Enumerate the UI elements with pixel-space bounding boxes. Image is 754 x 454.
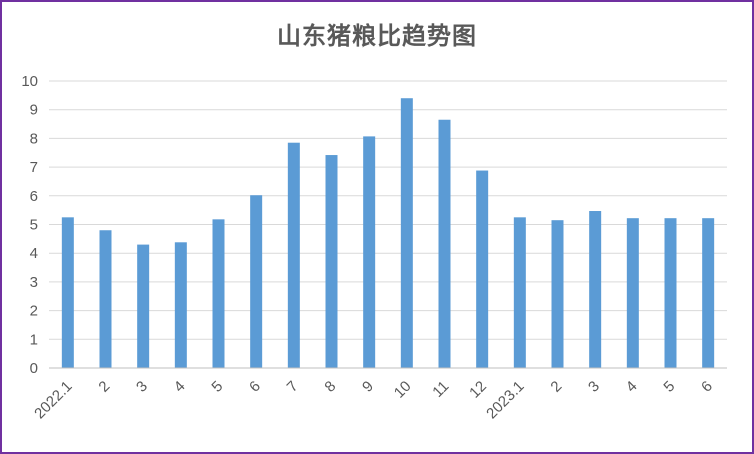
- y-tick-label: 2: [30, 303, 38, 320]
- x-tick-label: 5: [660, 378, 678, 396]
- x-tick-label: 3: [133, 378, 151, 396]
- x-tick-label: 10: [391, 378, 415, 402]
- bar: [137, 244, 150, 368]
- x-tick-label: 8: [321, 378, 339, 396]
- bar: [438, 119, 451, 369]
- chart-title: 山东猪粮比趋势图: [277, 22, 477, 50]
- y-tick-label: 0: [30, 360, 38, 377]
- bar: [325, 155, 338, 368]
- bar: [287, 142, 300, 368]
- x-tick-label: 2023.1: [483, 378, 527, 422]
- bar: [664, 218, 677, 368]
- bar: [551, 220, 564, 368]
- y-tick-label: 1: [30, 331, 38, 348]
- bar: [212, 219, 225, 368]
- y-tick-label: 7: [30, 159, 38, 176]
- x-tick-label: 12: [466, 378, 490, 402]
- x-tick-label: 5: [208, 378, 226, 396]
- bar: [702, 218, 715, 368]
- y-tick-label: 8: [30, 130, 38, 147]
- x-tick-label: 3: [585, 378, 603, 396]
- y-tick-label: 6: [30, 188, 38, 205]
- x-tick-label: 4: [171, 378, 189, 396]
- x-tick-label: 6: [698, 378, 716, 396]
- bar: [363, 136, 376, 368]
- bar: [174, 242, 187, 368]
- bar: [589, 211, 602, 368]
- x-tick-label: 2022.1: [31, 378, 75, 422]
- x-tick-label: 4: [623, 378, 641, 396]
- bar: [250, 195, 263, 368]
- bar: [513, 217, 526, 368]
- bar: [626, 218, 639, 368]
- y-tick-label: 3: [30, 274, 38, 291]
- x-tick-label: 2: [547, 378, 565, 396]
- bar: [99, 230, 112, 368]
- x-tick-label: 11: [429, 378, 452, 401]
- x-tick-label: 7: [284, 378, 302, 396]
- x-tick-label: 2: [95, 378, 113, 396]
- bar: [476, 170, 489, 368]
- x-tick-label: 9: [359, 378, 377, 396]
- x-tick-label: 6: [246, 378, 264, 396]
- bar: [61, 217, 74, 368]
- y-tick-label: 4: [30, 245, 38, 262]
- y-tick-label: 5: [30, 217, 38, 234]
- y-tick-label: 9: [30, 102, 38, 119]
- y-tick-label: 10: [21, 73, 38, 90]
- bar: [400, 98, 413, 368]
